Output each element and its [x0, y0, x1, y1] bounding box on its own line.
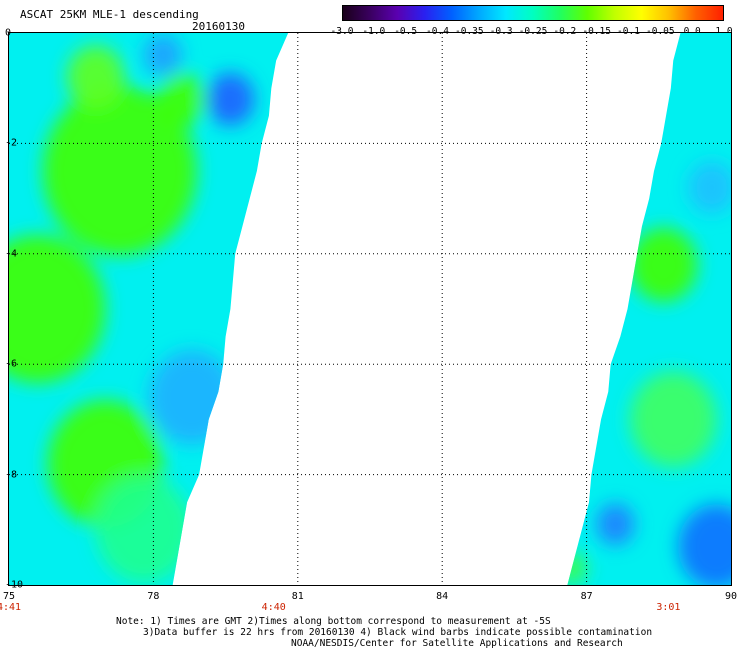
latitude-tick-label: -8 — [5, 469, 18, 481]
map-plot — [8, 32, 732, 586]
longitude-tick-label: 75 — [2, 591, 16, 602]
colorbar-label: 1.0 — [715, 26, 733, 37]
wind-blob — [629, 371, 717, 468]
longitude-tick-label: 81 — [291, 591, 304, 602]
colorbar-label: -0.1 — [617, 26, 640, 37]
colorbar-label: -0.35 — [455, 26, 484, 37]
latitude-tick-label: -4 — [5, 248, 18, 260]
wind-blob — [629, 227, 698, 302]
note-line-2: 3)Data buffer is 22 hrs from 20160130 4)… — [143, 627, 653, 638]
wind-blob — [143, 33, 183, 77]
longitude-tick-label: 84 — [436, 591, 449, 602]
longitude-tick-label: 78 — [147, 591, 160, 602]
colorbar-label: 0.0 — [683, 26, 701, 37]
latitude-tick-label: 0 — [5, 27, 12, 39]
wind-blob — [158, 72, 207, 126]
note-line-1: Note: 1) Times are GMT 2)Times along bot… — [116, 616, 551, 627]
time-label: 4:41 — [0, 602, 22, 613]
map-date: 20160130 — [192, 20, 245, 33]
latitude-tick-label: -10 — [5, 579, 24, 591]
colorbar-labels: -3.0 -1.0 -0.5 -0.4 -0.35 -0.3 -0.25 -0.2 -0.15-… — [330, 26, 740, 38]
colorbar — [342, 5, 724, 21]
time-label: 4:40 — [261, 602, 286, 613]
wind-blob — [596, 503, 635, 546]
wind-blob — [9, 234, 106, 384]
wind-blob — [567, 552, 587, 585]
longitude-tick-label: 90 — [724, 591, 738, 602]
graticule — [9, 33, 731, 585]
wind-blob — [66, 45, 125, 109]
wind-blob — [678, 504, 731, 585]
note-line-3: NOAA/NESDIS/Center for Satellite Applica… — [291, 638, 623, 649]
colorbar-label: -0.4 — [426, 26, 449, 37]
wind-blob — [95, 476, 192, 583]
latitude-tick-label: -6 — [5, 358, 18, 370]
latitude-tick-label: -2 — [5, 137, 18, 149]
time-label: 3:01 — [656, 602, 681, 613]
colorbar-label: -0.25 — [518, 26, 548, 37]
wind-blob — [687, 161, 731, 215]
colorbar-label: -0.15 — [582, 26, 611, 37]
colorbar-label: -0.2 — [553, 26, 577, 37]
longitude-tick-label: 87 — [580, 591, 593, 602]
colorbar-label: -1.0 — [362, 26, 386, 37]
colorbar-label: -0.5 — [394, 26, 418, 37]
colorbar-label: -3.0 — [330, 26, 354, 37]
map-title: ASCAT 25KM MLE-1 descending — [20, 8, 199, 21]
colorbar-label: -0.05 — [646, 26, 675, 37]
wind-blob — [42, 86, 197, 256]
wind-blob — [206, 72, 255, 126]
colorbar-label: -0.3 — [489, 26, 513, 37]
map-canvas — [9, 33, 731, 585]
